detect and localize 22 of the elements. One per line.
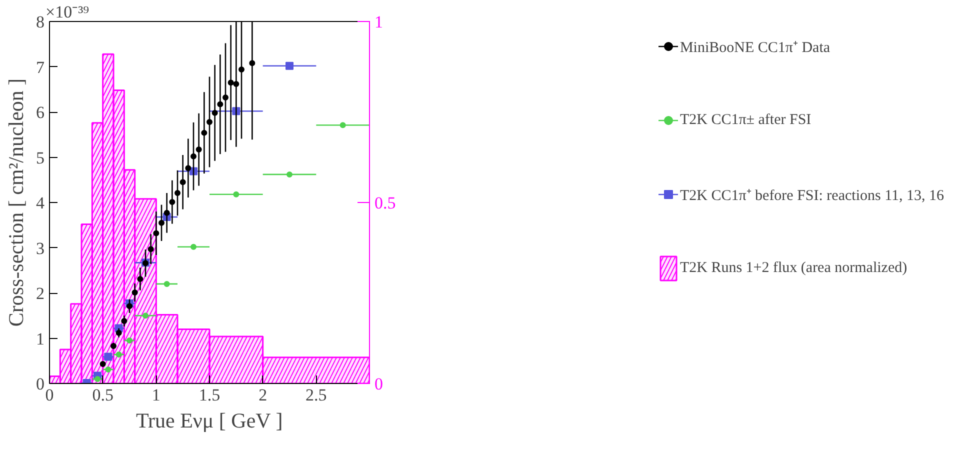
legend-label: T2K CC1π⁺ before FSI: reactions 11, 13, 16 (680, 186, 944, 204)
y2-tick-label: 0.5 (374, 194, 396, 212)
y-tick-label: 6 (36, 103, 44, 122)
x-tick-label: 1.5 (198, 386, 220, 404)
x-axis-title: True Eνμ [ GeV ] (136, 408, 283, 432)
legend-label: T2K CC1π± after FSI (680, 112, 812, 128)
y-tick-label: 4 (36, 194, 45, 212)
x-tick-label: 2.5 (306, 386, 327, 404)
text: ×10⁻³⁹ (46, 2, 90, 22)
y-axis-title: Cross-section [ cm²/nucleon ] (4, 78, 28, 327)
y-tick-label: 1 (36, 329, 44, 348)
y-tick-label: 7 (36, 58, 45, 77)
y-tick-label: 8 (36, 12, 44, 32)
y2-tick-label: 1 (374, 12, 383, 32)
x-tick-label: 0.5 (92, 386, 114, 404)
legend-label: T2K Runs 1+2 flux (area normalized) (680, 260, 908, 276)
y-tick-label: 5 (36, 148, 44, 168)
y-tick-label: 2 (36, 284, 44, 303)
x-tick-label: 1 (152, 386, 160, 404)
y-tick-label: 3 (36, 238, 44, 258)
x-tick-label: 2 (258, 386, 268, 404)
legend-label: MiniBooNE CC1π⁺ Data (680, 38, 830, 56)
